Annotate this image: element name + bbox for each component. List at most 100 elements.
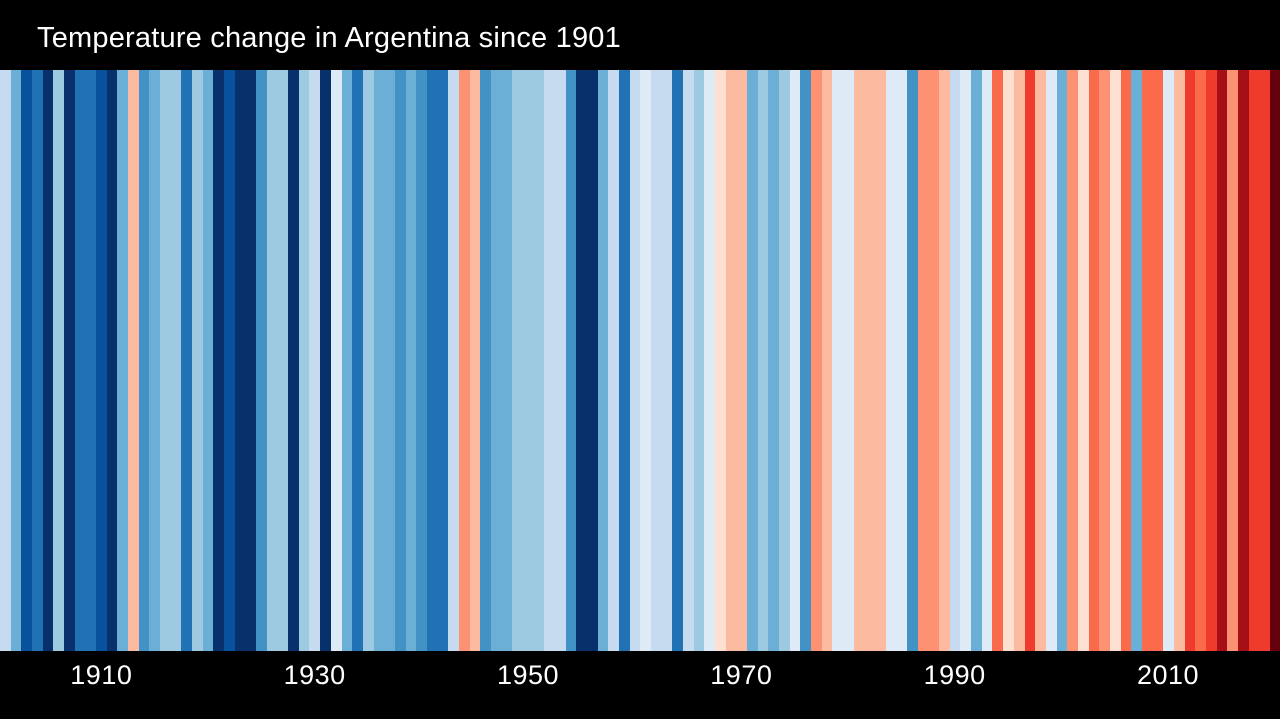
stripe-1958 <box>608 70 619 651</box>
stripe-1956 <box>586 70 598 651</box>
stripe-1920 <box>202 70 214 651</box>
stripe-1983 <box>875 70 886 651</box>
stripe-1976 <box>800 70 812 651</box>
stripe-1923 <box>234 70 246 651</box>
page-title: Temperature change in Argentina since 19… <box>37 22 621 54</box>
stripe-2009 <box>1152 70 1164 651</box>
stripe-1935 <box>362 70 374 651</box>
stripe-1991 <box>960 70 972 651</box>
stripe-2015 <box>1216 70 1228 651</box>
stripe-1955 <box>576 70 587 651</box>
stripe-2011 <box>1173 70 1185 651</box>
stripe-1969 <box>725 70 737 651</box>
stripe-2001 <box>1067 70 1078 651</box>
stripe-1936 <box>373 70 385 651</box>
stripe-1970 <box>736 70 748 651</box>
stripe-1906 <box>53 70 65 651</box>
stripe-1932 <box>330 70 342 651</box>
stripe-1960 <box>629 70 641 651</box>
stripe-2003 <box>1088 70 1100 651</box>
stripe-1987 <box>917 70 929 651</box>
stripe-1961 <box>640 70 651 651</box>
x-tick-label-1910: 1910 <box>70 660 133 690</box>
stripe-1999 <box>1045 70 1057 651</box>
x-tick-label-1950: 1950 <box>496 660 560 690</box>
stripe-1942 <box>437 70 449 651</box>
stripe-1984 <box>885 70 897 651</box>
x-tick-label-1930: 1930 <box>283 660 346 690</box>
stripe-1974 <box>779 70 790 651</box>
stripe-1908 <box>74 70 86 651</box>
stripe-1963 <box>661 70 673 651</box>
stripe-1959 <box>618 70 630 651</box>
stripe-1902 <box>10 70 22 651</box>
stripe-2018 <box>1248 70 1260 651</box>
stripe-1931 <box>320 70 331 651</box>
stripe-2002 <box>1077 70 1089 651</box>
stripe-2008 <box>1141 70 1153 651</box>
stripe-1995 <box>1003 70 1014 651</box>
stripe-1981 <box>853 70 865 651</box>
stripe-1944 <box>458 70 470 651</box>
stripe-1915 <box>149 70 161 651</box>
stripe-1975 <box>789 70 801 651</box>
stripe-1986 <box>907 70 918 651</box>
x-tick-label-1990: 1990 <box>923 660 986 690</box>
stripe-1914 <box>138 70 150 651</box>
stripe-1941 <box>426 70 438 651</box>
stripe-1904 <box>32 70 43 651</box>
stripe-1966 <box>693 70 705 651</box>
stripe-1978 <box>821 70 833 651</box>
stripe-1952 <box>544 70 555 651</box>
x-tick-label-1970: 1970 <box>710 660 773 690</box>
stripe-2014 <box>1205 70 1217 651</box>
stripe-2019 <box>1259 70 1270 651</box>
stripe-1990 <box>949 70 961 651</box>
stripe-1968 <box>715 70 726 651</box>
stripe-1993 <box>981 70 993 651</box>
stripe-1948 <box>501 70 513 651</box>
stripe-1954 <box>565 70 577 651</box>
stripe-1972 <box>757 70 769 651</box>
header-bar: Temperature change in Argentina since 19… <box>0 0 1280 70</box>
x-tick-label-2010: 2010 <box>1136 660 1200 690</box>
stripe-2016 <box>1227 70 1238 651</box>
stripe-2010 <box>1163 70 1174 651</box>
stripe-1967 <box>704 70 716 651</box>
stripe-1901 <box>0 70 11 651</box>
stripe-2017 <box>1237 70 1249 651</box>
stripe-2013 <box>1195 70 1206 651</box>
stripe-1925 <box>256 70 267 651</box>
stripe-1988 <box>928 70 940 651</box>
stripe-1913 <box>128 70 139 651</box>
stripe-1977 <box>811 70 822 651</box>
stripe-1909 <box>85 70 97 651</box>
stripe-1903 <box>21 70 33 651</box>
stripe-1957 <box>597 70 609 651</box>
stripe-1994 <box>992 70 1004 651</box>
stripe-1949 <box>512 70 523 651</box>
stripe-1953 <box>554 70 566 651</box>
stripe-1921 <box>213 70 225 651</box>
stripe-1918 <box>181 70 193 651</box>
stripe-1946 <box>480 70 491 651</box>
stripe-1939 <box>405 70 417 651</box>
stripe-1937 <box>384 70 395 651</box>
stripe-1950 <box>522 70 534 651</box>
stripe-1943 <box>448 70 459 651</box>
stripe-1964 <box>672 70 683 651</box>
stripe-1934 <box>352 70 363 651</box>
stripe-1997 <box>1024 70 1036 651</box>
stripe-1933 <box>341 70 353 651</box>
stripe-2004 <box>1099 70 1110 651</box>
stripe-1916 <box>160 70 171 651</box>
stripe-1911 <box>106 70 118 651</box>
stripe-1951 <box>533 70 545 651</box>
stripe-1917 <box>170 70 182 651</box>
stripe-1979 <box>832 70 844 651</box>
stripe-1962 <box>650 70 662 651</box>
stripe-1922 <box>224 70 235 651</box>
stripe-1989 <box>939 70 950 651</box>
stripe-1919 <box>192 70 203 651</box>
stripe-1998 <box>1035 70 1046 651</box>
